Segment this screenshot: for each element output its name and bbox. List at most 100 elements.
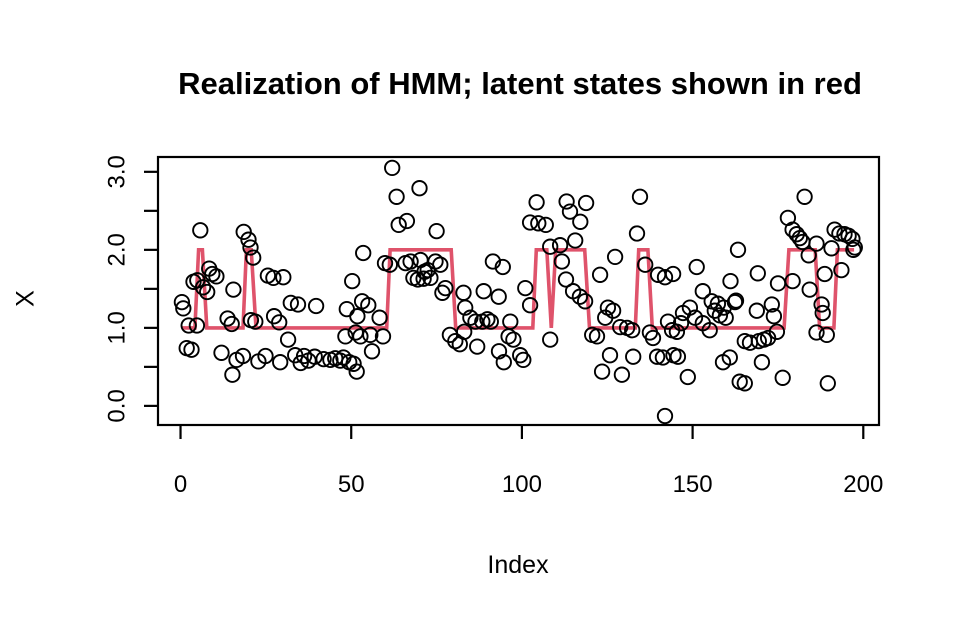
data-point — [456, 323, 473, 340]
data-point — [530, 215, 547, 232]
data-point — [833, 261, 850, 279]
data-point — [844, 230, 861, 248]
data-point — [428, 222, 445, 240]
x-tick-label: 200 — [843, 471, 883, 498]
data-point — [447, 332, 464, 350]
data-point — [475, 283, 492, 300]
data-point — [352, 328, 369, 345]
data-point — [722, 272, 739, 290]
data-point — [814, 304, 831, 322]
data-point — [796, 188, 813, 205]
data-point — [422, 269, 439, 287]
data-point — [624, 322, 641, 339]
data-point — [371, 309, 388, 326]
data-point — [631, 188, 649, 205]
data-point — [180, 317, 197, 334]
data-point — [668, 323, 686, 340]
data-point — [774, 369, 791, 386]
data-point — [557, 271, 575, 288]
data-point — [656, 269, 674, 286]
data-point — [494, 258, 511, 276]
data-point — [601, 347, 619, 364]
data-point — [768, 323, 786, 340]
data-point — [800, 247, 817, 264]
data-point — [390, 216, 407, 234]
data-point — [265, 269, 282, 287]
data-point — [484, 253, 502, 270]
data-point — [551, 237, 569, 254]
x-tick-label: 0 — [174, 471, 187, 498]
data-point — [604, 302, 622, 319]
data-point — [348, 363, 365, 380]
data-point — [381, 256, 398, 273]
data-point — [576, 293, 594, 310]
data-point — [612, 318, 629, 336]
data-point — [763, 296, 780, 313]
data-point — [338, 300, 355, 318]
data-point — [344, 272, 361, 290]
data-point — [542, 331, 559, 348]
data-point — [648, 348, 666, 365]
data-point — [588, 328, 606, 345]
data-point — [374, 328, 392, 345]
data-point — [679, 368, 696, 386]
data-point — [606, 248, 624, 266]
data-point — [247, 313, 264, 330]
data-point — [628, 225, 646, 242]
data-point — [517, 279, 534, 297]
data-point — [306, 348, 323, 365]
data-point — [537, 216, 554, 234]
data-point — [625, 348, 642, 365]
y-tick-label: 2.0 — [103, 233, 130, 266]
data-point — [307, 297, 325, 315]
data-point — [818, 326, 835, 344]
data-point — [688, 258, 705, 276]
data-point — [240, 231, 257, 248]
data-point — [721, 349, 738, 366]
data-point — [495, 354, 512, 371]
data-point — [819, 375, 836, 392]
data-point — [717, 309, 734, 326]
data-point — [490, 343, 508, 360]
data-point — [225, 281, 242, 298]
data-point — [542, 238, 559, 255]
data-point — [553, 253, 571, 270]
data-point — [701, 322, 718, 339]
data-point — [784, 272, 801, 290]
data-point — [727, 292, 745, 309]
data-point — [567, 232, 584, 249]
data-point — [272, 354, 289, 371]
data-point — [173, 293, 191, 311]
data-point — [808, 235, 825, 252]
data-point — [808, 324, 825, 341]
data-point — [521, 297, 539, 314]
data-point — [748, 302, 765, 319]
data-point — [637, 256, 654, 273]
data-point — [199, 283, 216, 301]
data-point — [644, 329, 662, 347]
data-point — [355, 244, 372, 262]
y-axis-title: X — [11, 290, 40, 307]
data-point — [194, 279, 212, 296]
data-point — [388, 188, 405, 205]
data-point — [362, 326, 379, 344]
data-point — [271, 314, 288, 331]
data-point — [528, 194, 545, 211]
data-point — [846, 239, 863, 256]
data-point — [275, 269, 292, 286]
data-point — [411, 180, 428, 197]
data-point — [482, 313, 499, 330]
data-point — [208, 268, 225, 285]
data-point — [753, 354, 771, 371]
data-point — [242, 239, 259, 256]
data-point — [175, 300, 192, 317]
data-point — [613, 366, 631, 383]
x-tick-label: 50 — [338, 471, 365, 498]
data-point — [664, 265, 682, 283]
data-point — [289, 296, 307, 313]
data-point — [402, 253, 419, 270]
data-point — [558, 193, 575, 210]
x-tick-label: 150 — [673, 471, 713, 498]
